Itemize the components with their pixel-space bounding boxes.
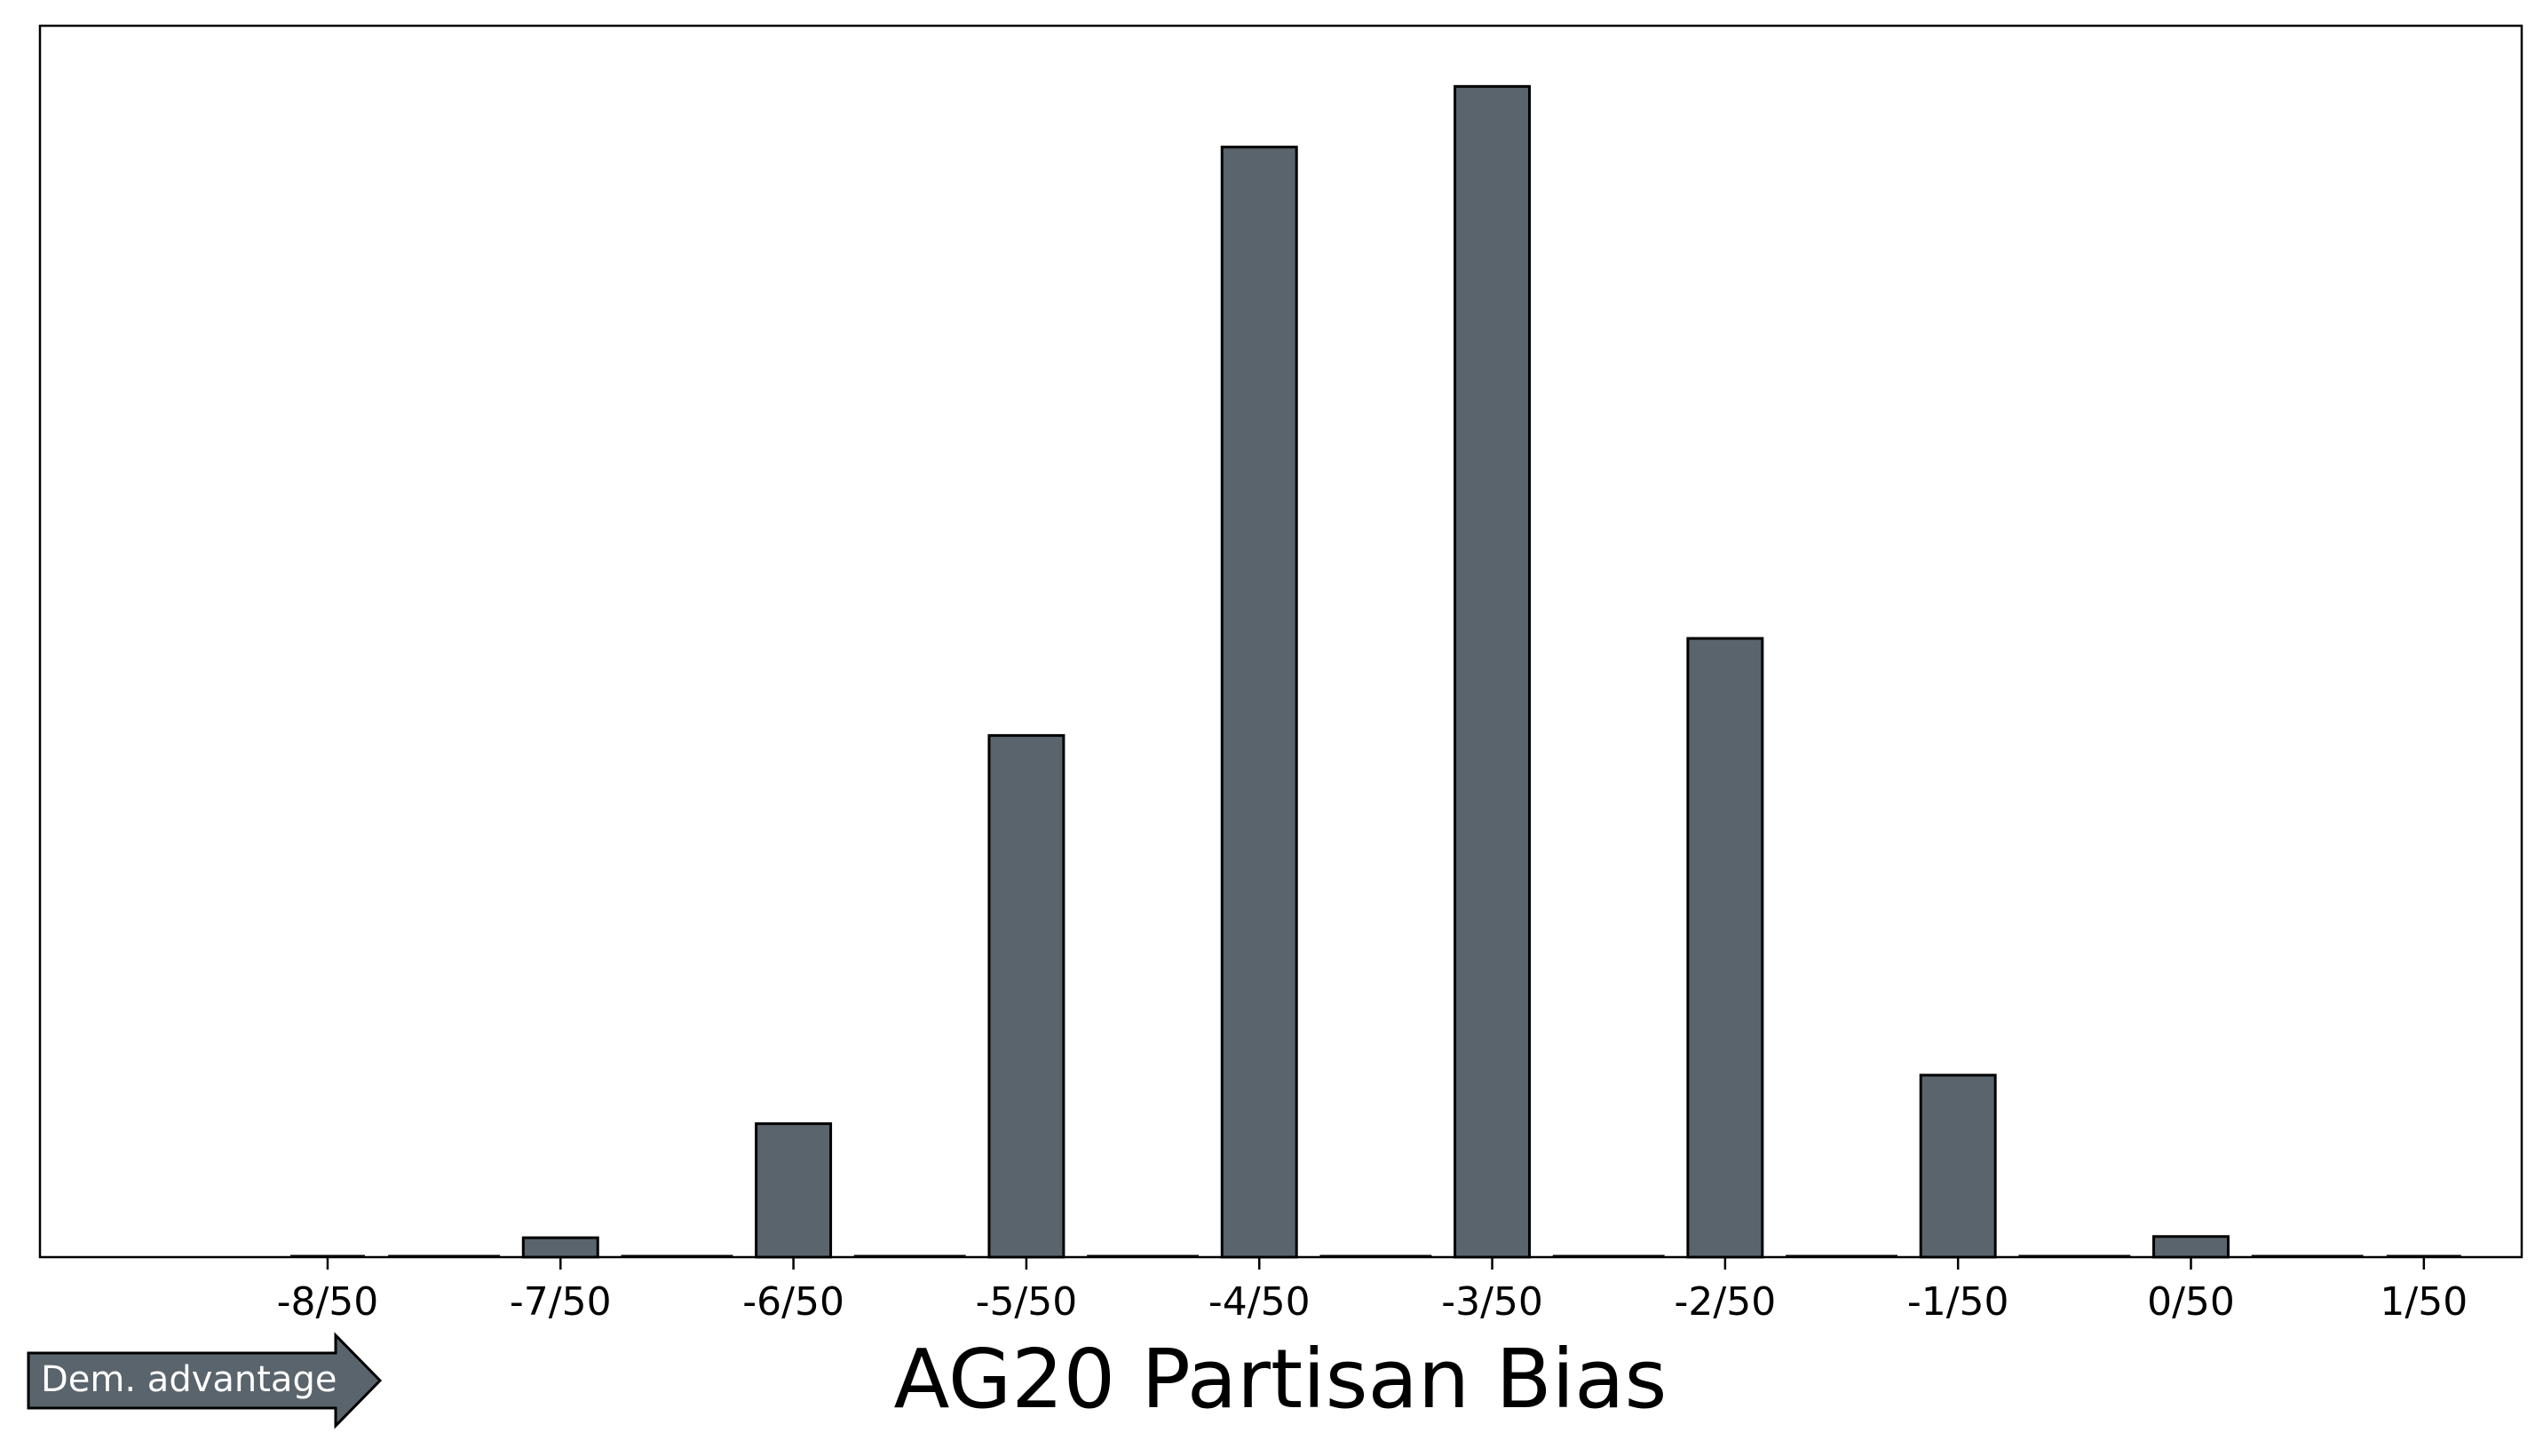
x-tick-label: -2/50 — [1675, 1279, 1777, 1325]
x-tick-label: 1/50 — [2380, 1279, 2468, 1325]
bar--4/50 — [1220, 146, 1298, 1259]
x-tick-label: -4/50 — [1208, 1279, 1311, 1325]
x-tick-label: -3/50 — [1441, 1279, 1543, 1325]
bar--3/50 — [1454, 84, 1532, 1259]
x-axis-ticks: -8/50 -7/50 -6/50 -5/50 -4/50 -3/50 -2/50 -1/50… — [277, 1257, 2468, 1325]
x-tick-label: 0/50 — [2147, 1279, 2235, 1325]
x-tick-label: -7/50 — [510, 1279, 612, 1325]
bar--1/50 — [1919, 1073, 1997, 1259]
bar-0/50 — [2152, 1235, 2230, 1259]
bars-layer — [289, 84, 2461, 1259]
plot-frame — [38, 24, 2523, 1259]
x-axis-label: AG20 Partisan Bias — [894, 1332, 1668, 1427]
x-tick-label: -8/50 — [277, 1279, 379, 1325]
bar--5/50 — [987, 733, 1066, 1259]
bar--6/50 — [755, 1122, 833, 1259]
dem-advantage-label: Dem. advantage — [41, 1359, 337, 1400]
x-tick-label: -6/50 — [742, 1279, 844, 1325]
dem-advantage-arrow: Dem. advantage — [27, 1332, 383, 1429]
bar--7/50 — [521, 1236, 599, 1259]
bar--2/50 — [1686, 637, 1764, 1259]
arrow-right-icon — [27, 1332, 383, 1429]
x-tick-label: -1/50 — [1907, 1279, 2009, 1325]
x-tick-label: -5/50 — [976, 1279, 1078, 1325]
